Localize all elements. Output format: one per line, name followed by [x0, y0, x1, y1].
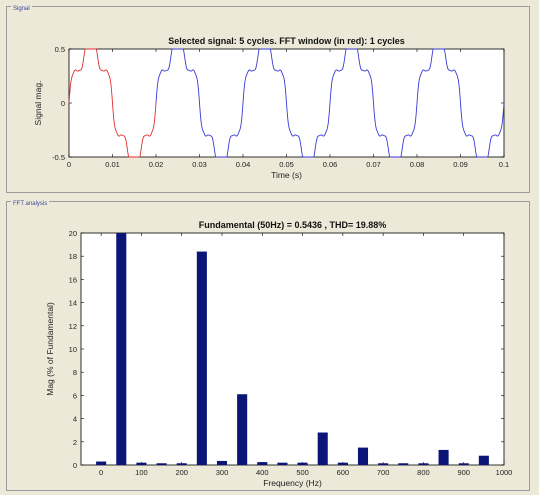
- fft-xtick-label: 1000: [496, 468, 513, 477]
- fft-xtick-label: 900: [457, 468, 470, 477]
- fft-bar: [216, 460, 228, 465]
- signal-xtick-label: 0.09: [453, 160, 468, 169]
- fft-bar: [378, 463, 389, 465]
- signal-xtick-label: 0.01: [105, 160, 120, 169]
- fft-bar: [237, 394, 248, 465]
- fft-xtick-label: 100: [135, 468, 148, 477]
- fft-bar: [176, 463, 187, 465]
- fft-bar: [438, 449, 449, 465]
- fft-xtick-label: 500: [296, 468, 309, 477]
- fft-plot-area: [80, 232, 505, 466]
- signal-plot: 0 0.01 0.02 0.03 0.04 0.05 0.06 0.07 0.08 0.09 0.1…: [33, 36, 509, 180]
- fft-ytick-label: 10: [69, 345, 77, 354]
- signal-xtick-label: 0.05: [279, 160, 294, 169]
- fft-title: Fundamental (50Hz) = 0.5436 , THD= 19.88…: [199, 220, 387, 230]
- signal-xtick-label: 0.04: [236, 160, 251, 169]
- signal-ytick-label: 0: [61, 99, 65, 108]
- signal-xtick-label: 0.08: [410, 160, 425, 169]
- fft-ytick-label: 0: [73, 461, 77, 470]
- signal-panel: Signal 0 0.01 0.02 0.03 0.04 0.05 0.06 0.07 0.08…: [6, 6, 530, 193]
- fft-ytick-label: 6: [73, 391, 77, 400]
- fft-ytick-label: 2: [73, 438, 77, 447]
- fft-bar: [277, 462, 288, 465]
- fft-ytick-label: 18: [69, 252, 77, 261]
- signal-line-remaining: [155, 48, 505, 158]
- fft-xtick-label: 0: [99, 468, 103, 477]
- fft-panel-label: FFT analysis: [11, 201, 50, 207]
- fft-xtick-label: 400: [256, 468, 269, 477]
- fft-ytick-label: 14: [69, 299, 77, 308]
- fft-ylabel: Mag (% of Fundamental): [45, 302, 55, 396]
- fft-xtick-label: 300: [216, 468, 229, 477]
- signal-xtick-label: 0.06: [323, 160, 338, 169]
- signal-xtick-label: 0.1: [499, 160, 509, 169]
- fft-bar: [116, 233, 127, 465]
- signal-panel-label: Signal: [11, 6, 32, 12]
- signal-title: Selected signal: 5 cycles. FFT window (i…: [168, 36, 405, 46]
- signal-xlabel: Time (s): [271, 170, 302, 180]
- fft-bar: [398, 463, 409, 465]
- signal-line-fft-window: [68, 48, 157, 158]
- fft-ytick-label: 8: [73, 368, 77, 377]
- fft-bar: [96, 461, 107, 465]
- fft-bar: [418, 463, 429, 465]
- fft-xtick-label: 600: [337, 468, 350, 477]
- fft-ytick-label: 20: [69, 229, 77, 238]
- signal-xtick-label: 0.07: [366, 160, 381, 169]
- fft-xlabel: Frequency (Hz): [263, 478, 322, 488]
- fft-bar: [297, 462, 308, 465]
- fft-xtick-label: 700: [377, 468, 390, 477]
- fft-bar: [337, 462, 348, 465]
- fft-bar: [317, 432, 328, 465]
- fft-bar: [357, 447, 369, 465]
- fft-xtick-label: 800: [417, 468, 430, 477]
- signal-xtick-label: 0.03: [192, 160, 207, 169]
- fft-bar-plot: 0 100 200 300 400 500 600 700 800 900 1000 0 2 4 6 8 10 1…: [45, 220, 513, 488]
- fft-panel: FFT analysis 0 100 200 300 400 500 600 700 800 90…: [6, 201, 530, 491]
- signal-ylabel: Signal mag.: [33, 81, 43, 126]
- fft-ytick-label: 16: [69, 275, 77, 284]
- signal-ytick-label: -0.5: [52, 153, 65, 162]
- fft-bar: [257, 462, 268, 465]
- fft-bar: [196, 251, 207, 465]
- fft-bar: [156, 463, 167, 465]
- fft-xtick-label: 200: [175, 468, 188, 477]
- fft-bar: [458, 463, 469, 465]
- fft-bar: [136, 462, 147, 465]
- fft-ytick-label: 4: [73, 415, 77, 424]
- signal-ytick-label: 0.5: [55, 45, 65, 54]
- fft-bar: [478, 455, 489, 465]
- fft-ytick-label: 12: [69, 322, 77, 331]
- signal-xtick-label: 0: [67, 160, 71, 169]
- signal-xtick-label: 0.02: [149, 160, 164, 169]
